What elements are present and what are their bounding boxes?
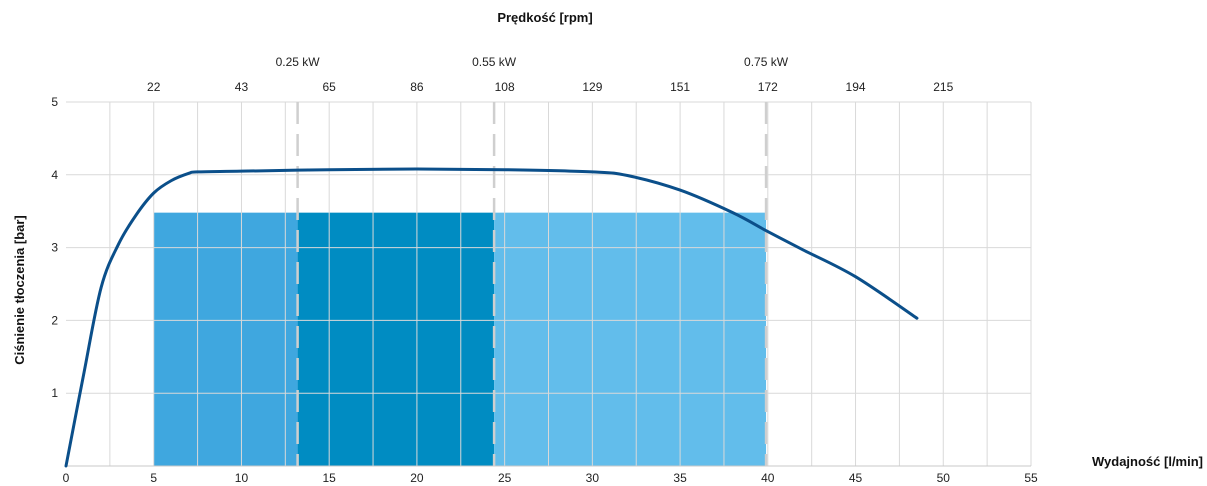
x-tick-label: 10 <box>235 471 249 485</box>
rpm-tick-label: 215 <box>933 80 953 94</box>
rpm-tick-label: 86 <box>410 80 424 94</box>
rpm-tick-label: 172 <box>758 80 778 94</box>
x-tick-label: 15 <box>323 471 337 485</box>
y-tick-label: 2 <box>51 313 58 327</box>
x-tick-label: 0 <box>63 471 70 485</box>
pressure-curve-line <box>64 167 919 468</box>
rpm-tick-label: 151 <box>670 80 690 94</box>
y-axis-title: Ciśnienie tłoczenia [bar] <box>12 215 27 365</box>
motor-power-labels: 0.25 kW 0.55 kW 0.75 kW <box>276 55 789 69</box>
x-tick-label: 35 <box>673 471 687 485</box>
motor-region-1 <box>153 212 298 466</box>
rpm-axis-title: Prędkość [rpm] <box>497 10 592 25</box>
y-tick-labels: 1 2 3 4 5 <box>51 95 58 400</box>
y-tick-label: 1 <box>51 386 58 400</box>
rpm-tick-label: 65 <box>323 80 337 94</box>
motor-power-label: 0.55 kW <box>472 55 517 69</box>
x-tick-label: 25 <box>498 471 512 485</box>
grid-lines <box>66 101 1032 467</box>
x-tick-label: 45 <box>849 471 863 485</box>
x-tick-label: 55 <box>1024 471 1038 485</box>
y-tick-label: 4 <box>51 168 58 182</box>
motor-marker-lines <box>296 102 768 466</box>
motor-power-label: 0.75 kW <box>744 55 789 69</box>
rpm-tick-label: 194 <box>846 80 866 94</box>
rpm-tick-label: 43 <box>235 80 249 94</box>
x-tick-label: 40 <box>761 471 775 485</box>
rpm-tick-label: 108 <box>495 80 515 94</box>
rpm-tick-label: 129 <box>582 80 602 94</box>
x-tick-labels: 0 5 10 15 20 25 30 35 40 45 50 55 <box>63 471 1038 485</box>
x-axis-title: Wydajność [l/min] <box>1092 454 1203 469</box>
x-tick-label: 50 <box>937 471 951 485</box>
rpm-tick-labels: 22 43 65 86 108 129 151 172 194 215 <box>147 80 954 94</box>
x-tick-label: 20 <box>410 471 424 485</box>
x-tick-label: 5 <box>150 471 157 485</box>
y-tick-label: 3 <box>51 241 58 255</box>
rpm-tick-label: 22 <box>147 80 161 94</box>
motor-region-2 <box>297 212 495 466</box>
motor-power-regions <box>153 212 767 466</box>
y-tick-label: 5 <box>51 95 58 109</box>
motor-power-label: 0.25 kW <box>276 55 321 69</box>
pressure-curve-group <box>64 167 919 468</box>
x-tick-label: 30 <box>586 471 600 485</box>
motor-region-3 <box>494 212 767 466</box>
